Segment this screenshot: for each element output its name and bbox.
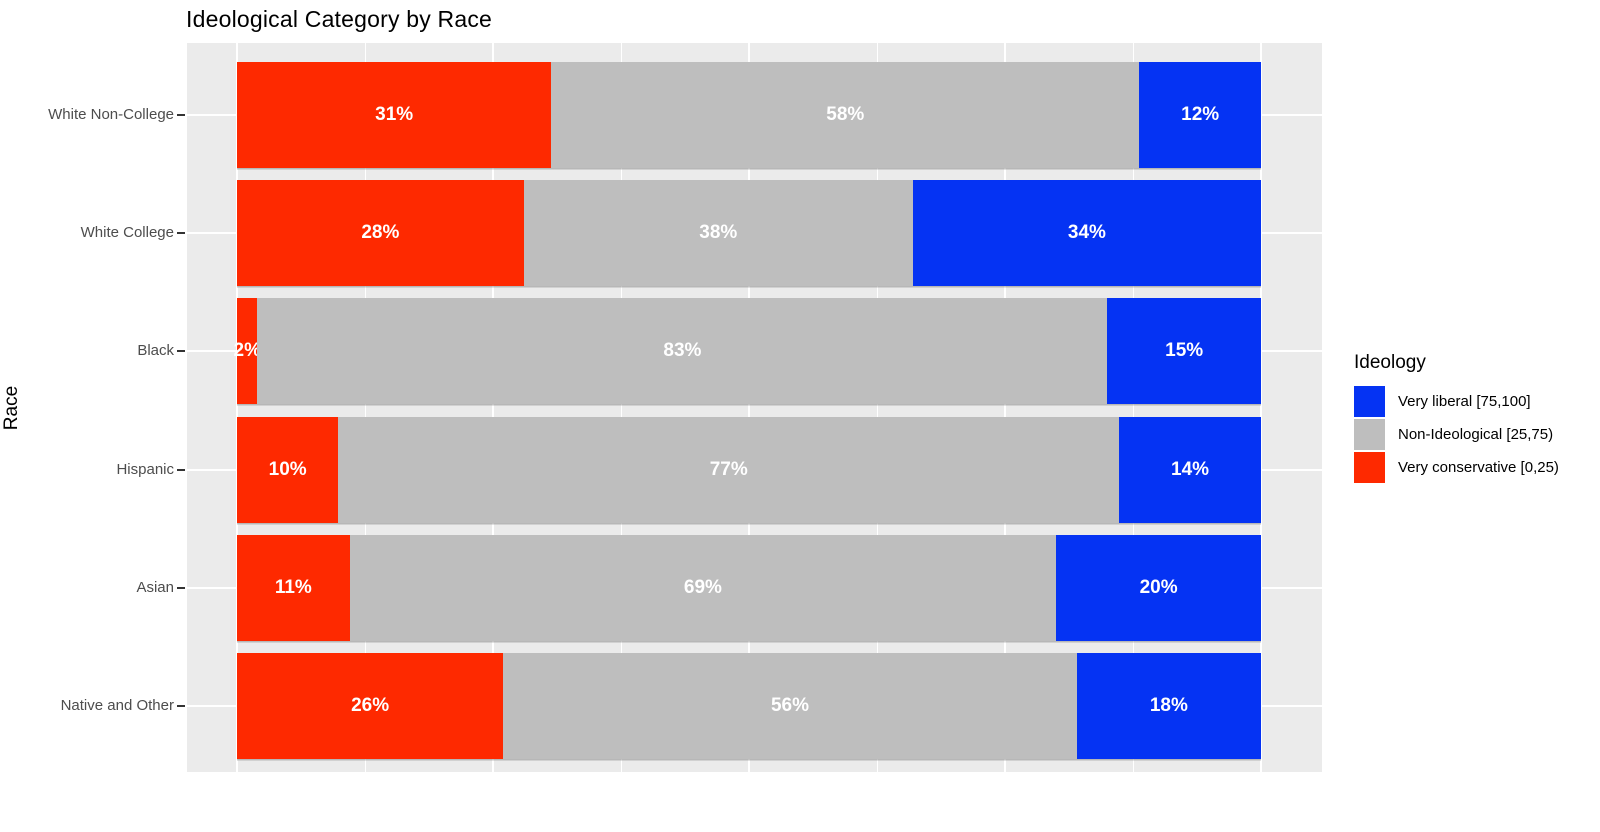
bar-segment-very-liberal-75-100: 18% [1076,653,1261,759]
gridline-vertical-major [748,43,750,772]
y-axis-title: Race [1,385,22,431]
bar-value-label: 77% [709,458,748,480]
legend-item-non-ideological-25-75: Non-Ideological [25,75) [1354,419,1553,450]
bar-value-label: 31% [375,104,414,125]
bar-value-label: 69% [683,576,722,598]
y-axis-tick-mark [177,232,185,235]
bar-value-label: 18% [1149,695,1188,716]
y-axis-tick-label: Hispanic [116,460,174,478]
gridline-vertical-major [236,43,238,772]
legend-items: Very liberal [75,100] Non-Ideological [25… [1354,386,1559,483]
bar-segment-very-conservative-0-25: 26% [237,653,504,759]
bar-segment-non-ideological-25-75: 58% [551,62,1140,168]
bar-value-label: 15% [1165,340,1204,362]
bar-segment-very-liberal-75-100: 20% [1056,534,1261,641]
bar-segment-non-ideological-25-75: 69% [349,534,1057,641]
chart-title: Ideological Category by Race [186,6,493,32]
legend-item-label: Very liberal [75,100] [1398,393,1531,410]
legend: Ideology Very liberal [75,100] Non-Ideolo… [1354,352,1559,485]
bar-row-white-college: 28% 38% 34% [237,180,1261,287]
legend-item-very-liberal-75-100: Very liberal [75,100] [1354,386,1531,417]
bar-value-label: 11% [274,576,312,598]
bar-value-label: 26% [351,695,390,716]
bar-value-label: 38% [699,222,738,244]
legend-swatch-icon [1354,452,1385,483]
plot-panel: 31% 58% 12% 28% 38% 34% 2% 83% 15% 10% 77% 14% 11% 69… [187,43,1322,772]
gridline-vertical-major [1004,43,1006,772]
y-axis-tick-label: White College [80,224,174,242]
legend-title: Ideology [1354,352,1426,373]
bar-value-label: 28% [361,222,400,244]
bar-segment-very-conservative-0-25: 2% [234,298,261,405]
bar-value-label: 20% [1139,576,1178,598]
bar-value-label: 83% [663,340,702,362]
bar-value-label: 58% [826,104,865,125]
bar-value-label: 34% [1067,222,1106,244]
y-axis-tick-mark [177,350,185,353]
bar-segment-non-ideological-25-75: 83% [257,298,1108,405]
bar-row-asian: 11% 69% 20% [237,534,1261,641]
bar-segment-very-liberal-75-100: 12% [1139,62,1261,168]
bar-value-label: 2% [233,340,261,362]
bar-segment-very-liberal-75-100: 14% [1119,416,1261,523]
legend-swatch-icon [1354,419,1385,450]
gridline-vertical-major [492,43,494,772]
bar-segment-very-conservative-0-25: 11% [237,534,350,641]
y-axis-tick-mark [177,705,185,707]
bar-segment-very-liberal-75-100: 15% [1107,298,1261,405]
bar-segment-non-ideological-25-75: 56% [503,653,1077,759]
bar-row-hispanic: 10% 77% 14% [237,416,1261,523]
bar-segment-very-conservative-0-25: 31% [237,62,552,168]
y-axis-tick-label: Native and Other [60,697,174,714]
bar-value-label: 14% [1171,458,1210,480]
bar-segment-very-conservative-0-25: 10% [237,416,339,523]
legend-item-very-conservative-0-25: Very conservative [0,25) [1354,452,1559,483]
y-axis-tick-label: Asian [136,578,174,596]
legend-item-label: Non-Ideological [25,75) [1398,426,1554,443]
bar-value-label: 10% [268,458,307,480]
legend-swatch-icon [1354,386,1385,417]
bar-row-white-non-college: 31% 58% 12% [237,62,1261,168]
gridline-vertical-minor [876,43,878,772]
y-axis-tick-label: White Non-College [48,106,174,123]
bar-segment-very-liberal-75-100: 34% [912,180,1261,287]
bar-segment-very-conservative-0-25: 28% [237,180,524,287]
gridline-vertical-minor [364,43,366,772]
bar-segment-non-ideological-25-75: 38% [523,180,913,287]
bar-value-label: 56% [770,695,809,716]
bar-segment-non-ideological-25-75: 77% [338,416,1120,523]
bar-row-black: 2% 83% 15% [234,298,1261,405]
y-axis-tick-label: Black [137,342,174,360]
legend-item-label: Very conservative [0,25) [1398,459,1559,476]
gridline-vertical-major [1260,43,1262,772]
gridline-vertical-minor [1132,43,1134,772]
gridline-vertical-minor [620,43,622,772]
y-axis-tick-mark [177,586,185,589]
bar-value-label: 12% [1181,104,1220,125]
bar-row-native-and-other: 26% 56% 18% [237,653,1261,759]
y-axis-tick-mark [177,114,185,116]
y-axis-tick-mark [177,468,185,471]
